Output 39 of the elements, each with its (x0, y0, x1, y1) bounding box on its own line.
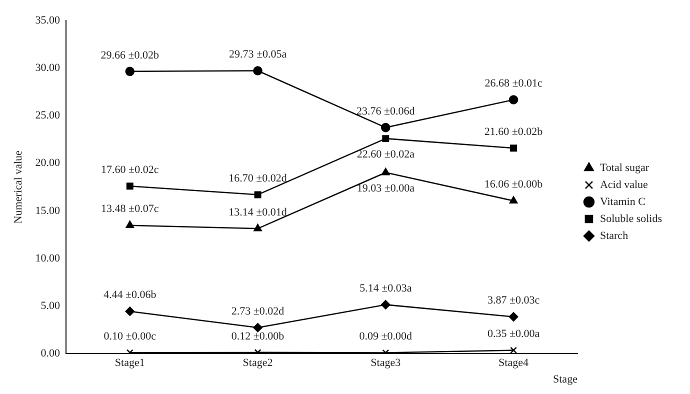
y-tick-label: 10.00 (35, 252, 60, 264)
y-tick-label: 0.00 (40, 347, 60, 360)
x-tick-label: Stage3 (370, 357, 402, 370)
y-tick-label: 35.00 (35, 14, 60, 26)
data-label: 29.66 ±0.02b (100, 49, 160, 62)
data-label: 2.73 ±0.02d (231, 306, 285, 318)
x-tick-label: Stage2 (242, 357, 273, 370)
data-label: 26.68 ±0.01c (484, 78, 542, 90)
legend-label: Vitamin C (600, 196, 646, 208)
data-label: 0.10 ±0.00c (104, 330, 156, 343)
legend-label: Acid value (600, 178, 648, 191)
y-tick-label: 25.00 (35, 110, 60, 122)
data-label: 22.60 ±0.02a (356, 148, 415, 160)
x-axis-title: Stage (553, 373, 578, 386)
y-tick-label: 30.00 (35, 62, 60, 74)
x-tick-label: Stage1 (114, 357, 145, 370)
data-label: 4.44 ±0.06b (103, 289, 157, 302)
data-label: 16.06 ±0.00b (484, 178, 544, 191)
x-tick-label: Stage4 (498, 357, 529, 370)
data-label: 0.35 ±0.00a (487, 328, 540, 340)
data-label: 17.60 ±0.02c (101, 164, 159, 176)
data-label: 0.09 ±0.00d (359, 330, 413, 343)
data-label: 21.60 ±0.02b (484, 126, 544, 138)
y-tick-label: 5.00 (40, 300, 60, 312)
legend-label: Starch (600, 230, 629, 242)
data-label: 0.12 ±0.00b (231, 330, 285, 342)
data-label: 29.73 ±0.05a (228, 48, 287, 61)
y-tick-label: 15.00 (35, 204, 60, 217)
data-label: 13.48 ±0.07c (101, 203, 159, 216)
legend-label: Soluble solids (600, 212, 662, 225)
y-tick-label: 20.00 (35, 157, 60, 170)
data-label: 3.87 ±0.03c (487, 294, 540, 307)
data-label: 19.03 ±0.00a (356, 182, 415, 194)
data-label: 16.70 ±0.02d (228, 172, 288, 185)
y-axis-title: Numerical value (12, 150, 24, 224)
legend-label: Total sugar (600, 162, 650, 174)
data-label: 23.76 ±0.06d (356, 105, 416, 118)
data-label: 13.14 ±0.01d (228, 206, 288, 218)
data-label: 5.14 ±0.03a (360, 282, 412, 295)
